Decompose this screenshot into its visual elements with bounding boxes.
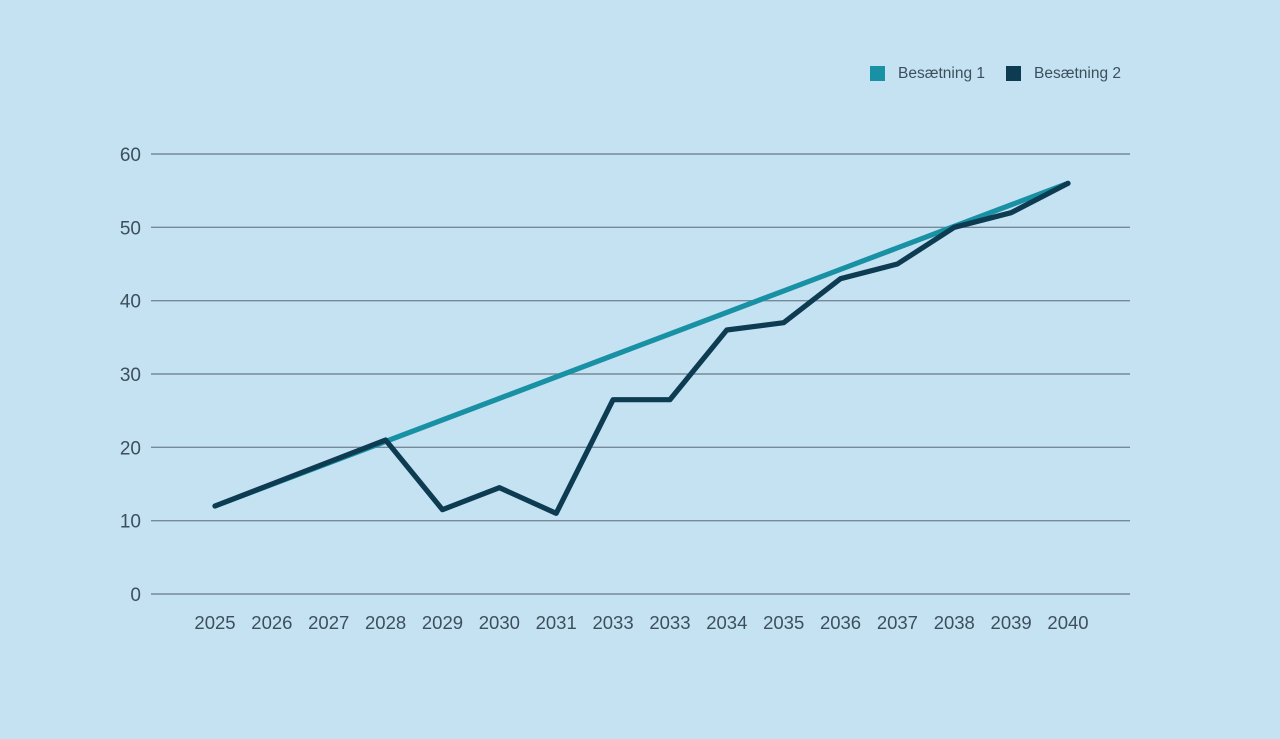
svg-text:2037: 2037 <box>877 612 918 633</box>
svg-text:40: 40 <box>120 292 141 313</box>
svg-text:10: 10 <box>120 512 141 533</box>
svg-text:2026: 2026 <box>251 612 292 633</box>
svg-text:2030: 2030 <box>479 612 520 633</box>
svg-text:2025: 2025 <box>194 612 235 633</box>
svg-text:0: 0 <box>130 585 141 606</box>
svg-text:2027: 2027 <box>308 612 349 633</box>
svg-text:2031: 2031 <box>536 612 577 633</box>
svg-text:2040: 2040 <box>1047 612 1088 633</box>
svg-text:60: 60 <box>120 145 141 166</box>
svg-text:Besætning 2: Besætning 2 <box>1034 65 1121 82</box>
svg-text:2036: 2036 <box>820 612 861 633</box>
svg-text:2033: 2033 <box>592 612 633 633</box>
svg-text:2038: 2038 <box>934 612 975 633</box>
svg-text:30: 30 <box>120 365 141 386</box>
svg-text:2035: 2035 <box>763 612 804 633</box>
svg-text:20: 20 <box>120 438 141 459</box>
svg-text:2028: 2028 <box>365 612 406 633</box>
svg-text:50: 50 <box>120 218 141 239</box>
svg-text:2033: 2033 <box>649 612 690 633</box>
svg-text:2029: 2029 <box>422 612 463 633</box>
svg-text:2034: 2034 <box>706 612 747 633</box>
svg-text:2039: 2039 <box>991 612 1032 633</box>
svg-text:Besætning 1: Besætning 1 <box>898 65 985 82</box>
